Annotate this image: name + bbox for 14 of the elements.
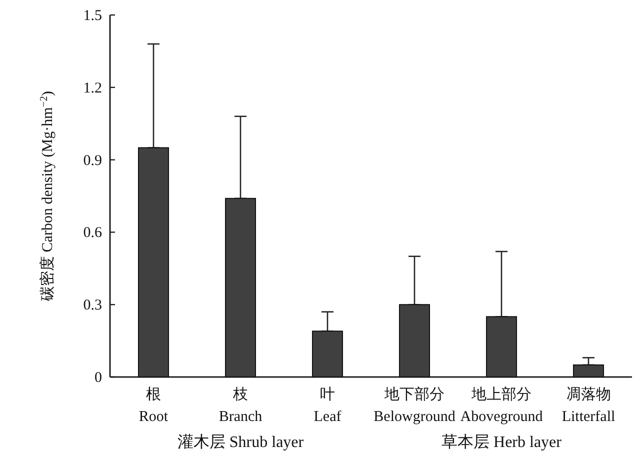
- y-tick-label: 0.6: [83, 225, 102, 242]
- x-tick-label: 地上部分 Aboveground: [460, 386, 544, 425]
- x-tick-label: 凋落物 Litterfall: [562, 386, 616, 425]
- text: 灌木层 Shrub layer: [177, 433, 304, 451]
- y-tick-label: 1.5: [83, 8, 102, 24]
- y-tick-label: 0.3: [83, 298, 102, 314]
- x-tick-label: 枝 Branch: [218, 386, 263, 425]
- text: 草本层 Herb layer: [442, 433, 562, 451]
- x-tick-label: 叶 Leaf: [314, 386, 342, 425]
- x-tick-label: 地下部分 Belowground: [374, 386, 456, 425]
- y-tick-label: 0.9: [83, 152, 102, 169]
- y-tick-label: 0: [94, 370, 102, 386]
- x-tick-label: 根 Root: [138, 386, 169, 425]
- y-tick-label: 1.2: [83, 80, 102, 96]
